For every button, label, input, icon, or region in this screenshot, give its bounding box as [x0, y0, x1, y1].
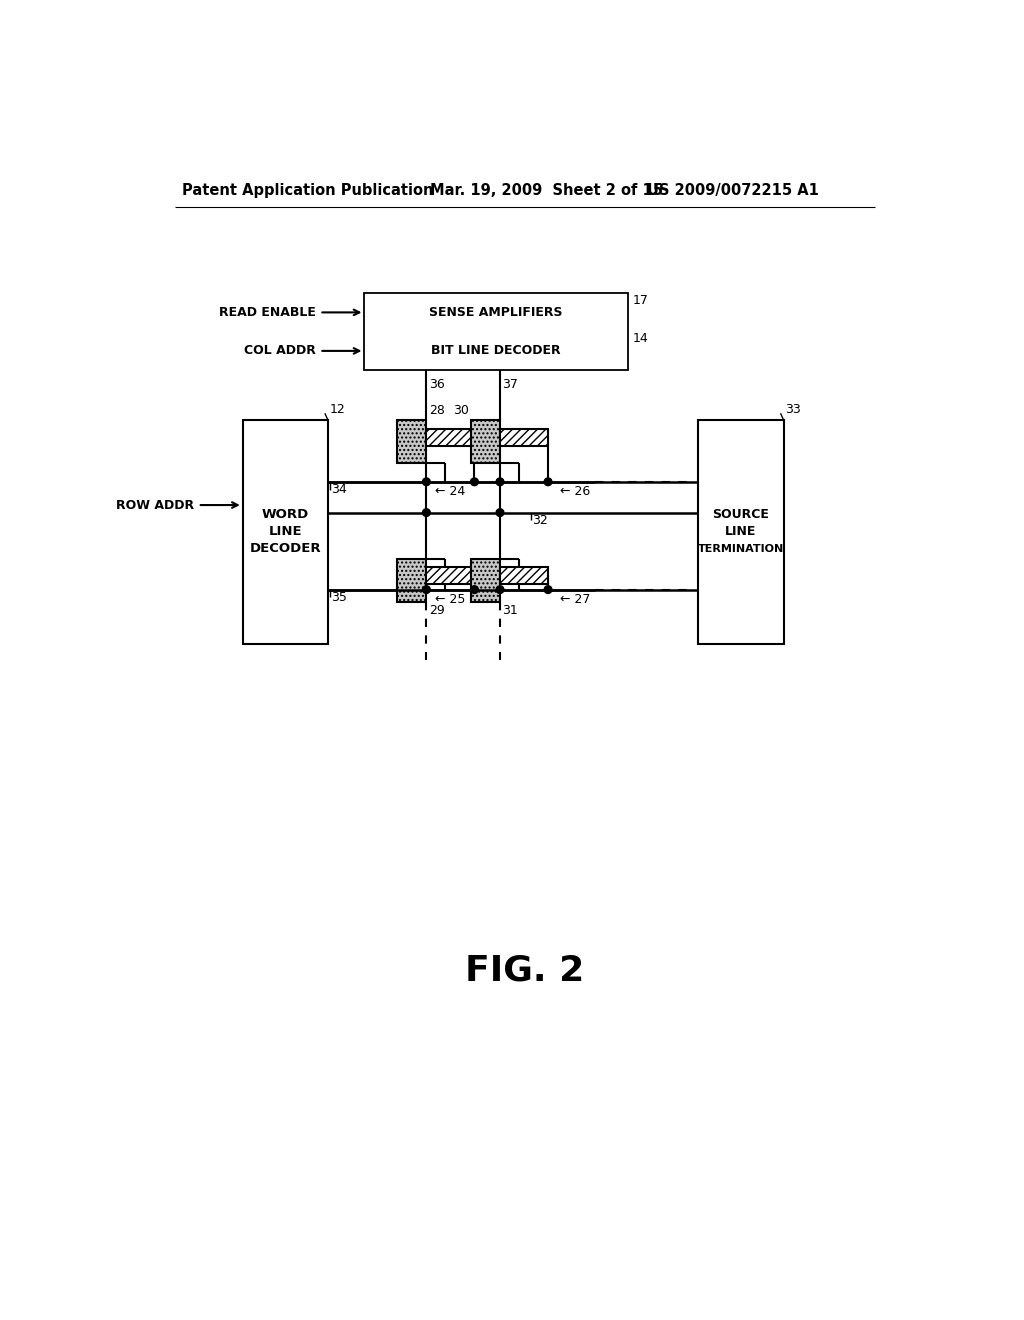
Text: 37: 37	[503, 378, 518, 391]
Text: 31: 31	[503, 605, 518, 618]
Text: ← 24: ← 24	[435, 484, 466, 498]
Bar	[471, 558, 500, 602]
Bar	[426, 429, 474, 446]
Text: Mar. 19, 2009  Sheet 2 of 15: Mar. 19, 2009 Sheet 2 of 15	[430, 183, 664, 198]
Bar	[426, 568, 474, 585]
Text: ROW ADDR: ROW ADDR	[116, 499, 194, 512]
Bar	[471, 420, 500, 463]
Text: 35: 35	[331, 591, 347, 605]
Circle shape	[471, 478, 478, 486]
Text: ← 26: ← 26	[560, 484, 590, 498]
Text: Patent Application Publication: Patent Application Publication	[182, 183, 434, 198]
Circle shape	[496, 586, 504, 594]
Circle shape	[423, 586, 430, 594]
Bar	[500, 429, 548, 446]
Text: SENSE AMPLIFIERS: SENSE AMPLIFIERS	[429, 306, 563, 319]
Circle shape	[544, 478, 552, 486]
Circle shape	[471, 586, 478, 594]
Circle shape	[423, 508, 430, 516]
Text: 14: 14	[633, 333, 648, 346]
Text: US 2009/0072215 A1: US 2009/0072215 A1	[647, 183, 819, 198]
Circle shape	[423, 478, 430, 486]
Bar	[698, 420, 783, 644]
Text: COL ADDR: COL ADDR	[244, 345, 315, 358]
Text: 17: 17	[633, 294, 648, 308]
Text: ← 27: ← 27	[560, 593, 590, 606]
Circle shape	[496, 508, 504, 516]
Text: TERMINATION: TERMINATION	[698, 544, 784, 554]
Text: 12: 12	[330, 404, 345, 416]
Text: SOURCE: SOURCE	[713, 508, 769, 521]
Bar	[397, 420, 426, 463]
Bar	[243, 420, 328, 644]
Bar	[397, 558, 426, 602]
Text: READ ENABLE: READ ENABLE	[219, 306, 315, 319]
Text: WORD: WORD	[262, 508, 309, 521]
Text: 33: 33	[785, 404, 801, 416]
Circle shape	[544, 586, 552, 594]
Text: LINE: LINE	[725, 525, 757, 539]
Circle shape	[496, 478, 504, 486]
Text: 30: 30	[454, 404, 469, 417]
Text: BIT LINE DECODER: BIT LINE DECODER	[431, 345, 561, 358]
Text: 36: 36	[429, 378, 444, 391]
Text: 34: 34	[331, 483, 347, 496]
Text: 32: 32	[531, 515, 548, 527]
Text: 28: 28	[429, 404, 444, 417]
Text: ← 25: ← 25	[435, 593, 466, 606]
Text: 29: 29	[429, 605, 444, 618]
Text: LINE: LINE	[268, 525, 302, 539]
Bar	[365, 293, 628, 370]
Bar	[500, 568, 548, 585]
Text: DECODER: DECODER	[250, 543, 322, 556]
Text: FIG. 2: FIG. 2	[465, 954, 585, 987]
